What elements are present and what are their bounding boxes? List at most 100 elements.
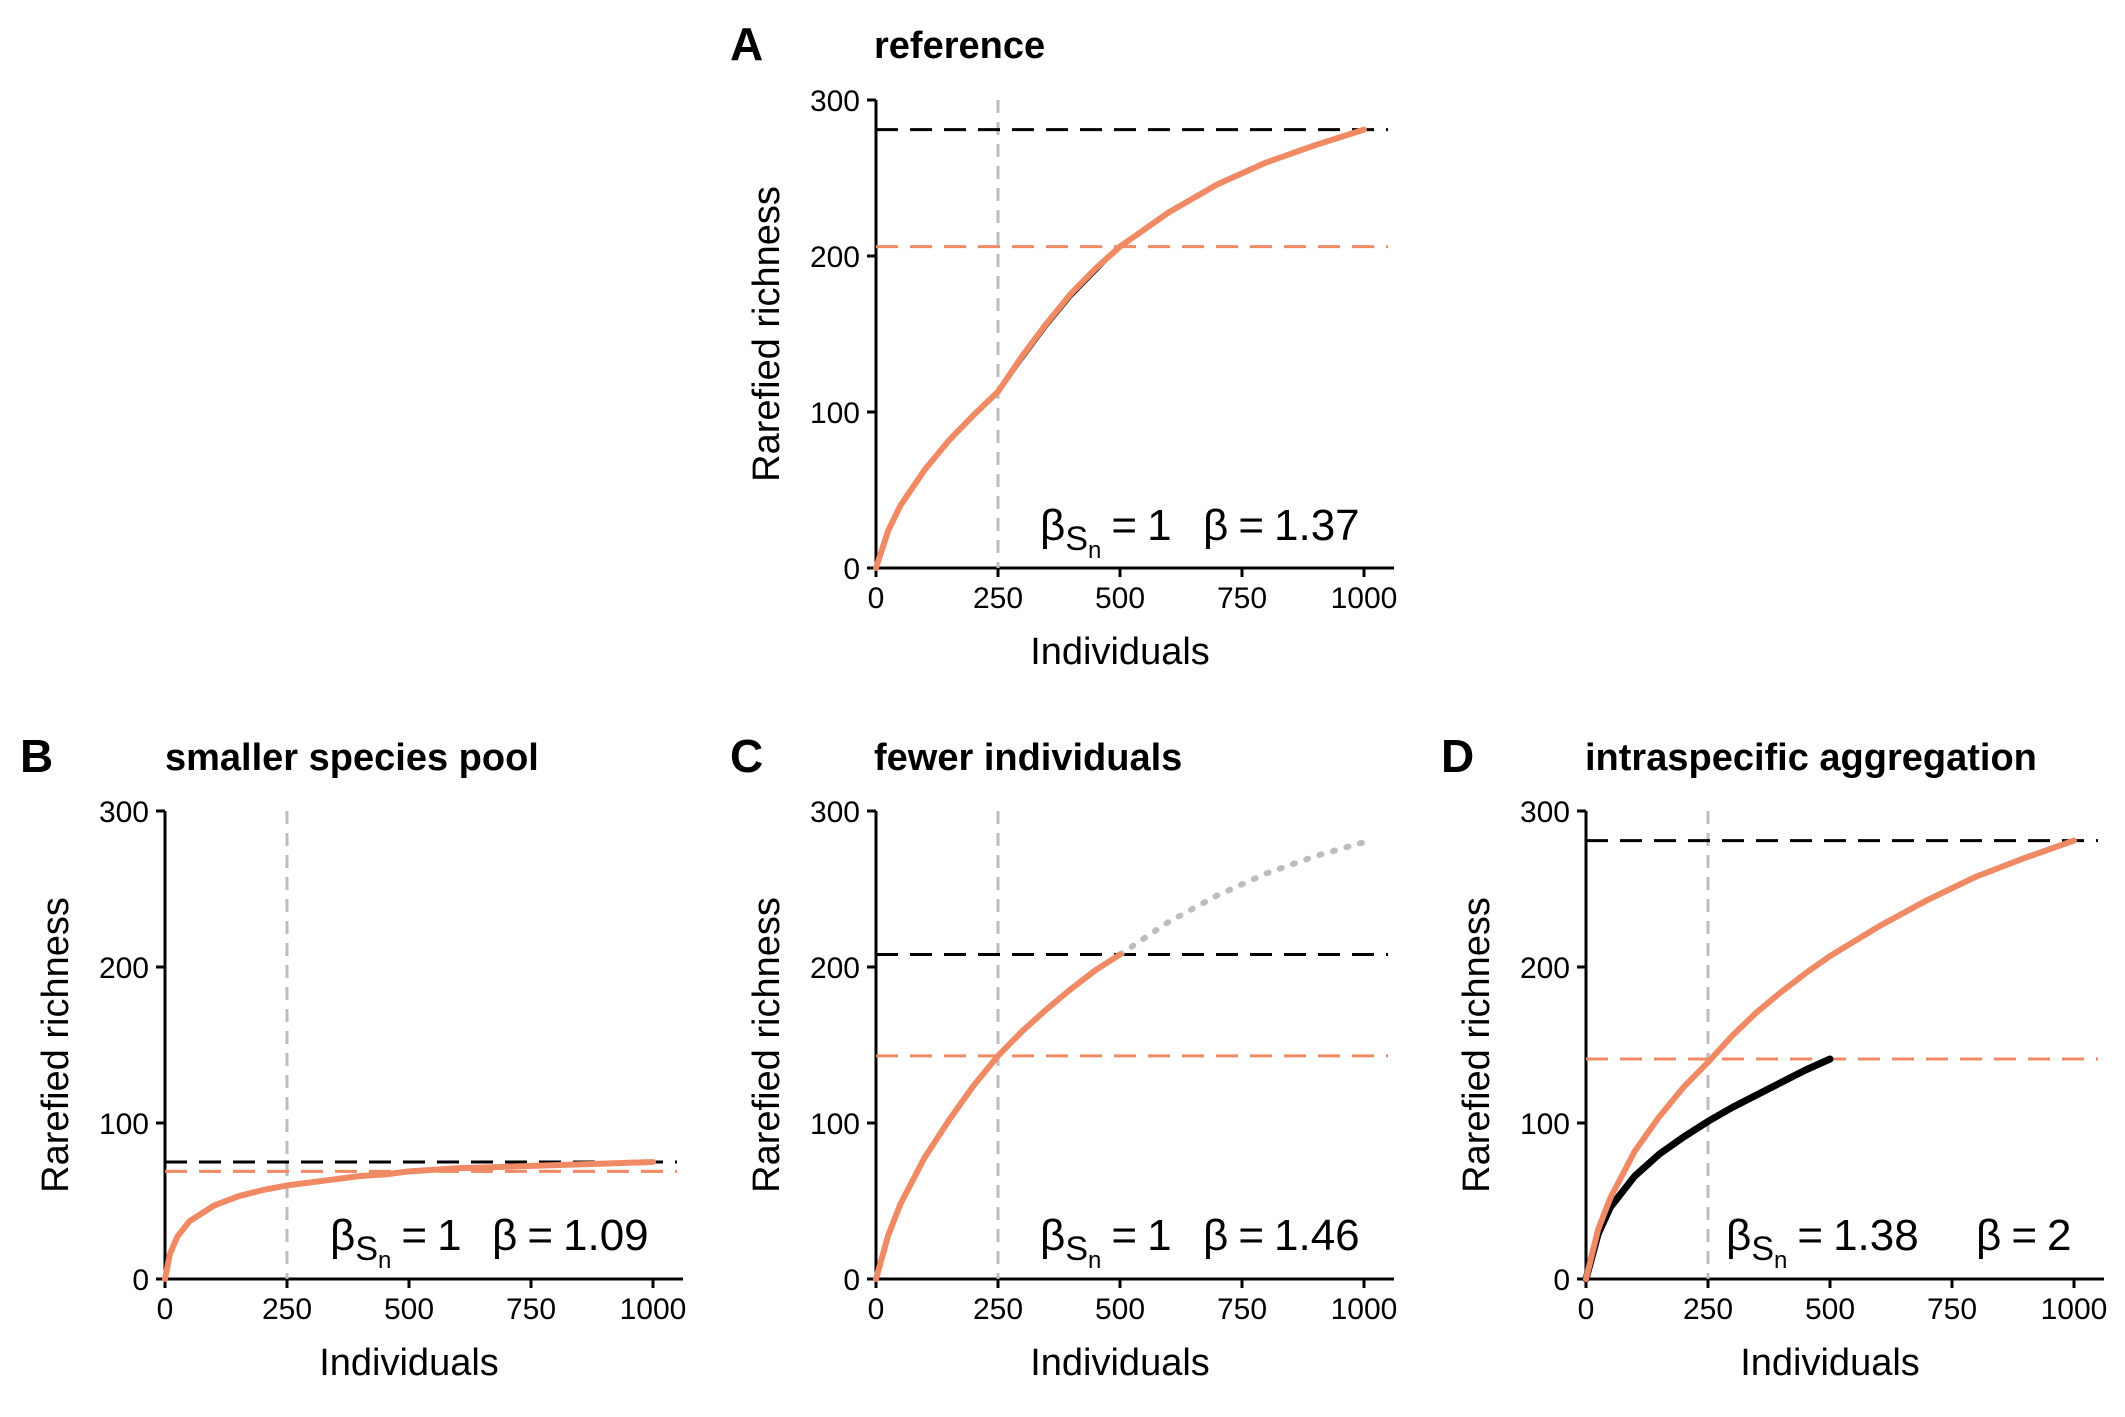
panel-title: intraspecific aggregation bbox=[1585, 737, 2037, 779]
x-tick-label: 500 bbox=[1095, 582, 1145, 615]
y-tick-label: 100 bbox=[810, 397, 860, 430]
y-tick-label: 300 bbox=[810, 85, 860, 118]
panel-letter: A bbox=[730, 18, 763, 70]
beta-symbol: β bbox=[1976, 1211, 2001, 1260]
beta-subsubscript: n bbox=[1088, 537, 1101, 564]
equals-sign: = bbox=[401, 1211, 427, 1260]
x-tick-label: 750 bbox=[1217, 582, 1267, 615]
y-tick-label: 200 bbox=[1520, 952, 1570, 985]
beta-sn-value: 1 bbox=[437, 1211, 461, 1260]
beta-subscript: S bbox=[1751, 1230, 1774, 1268]
beta-symbol: β bbox=[492, 1211, 517, 1260]
beta-value: 2 bbox=[2047, 1211, 2071, 1260]
beta-symbol: β bbox=[1203, 1211, 1228, 1260]
panel-letter: B bbox=[20, 730, 53, 782]
y-axis-label: Rarefied richness bbox=[746, 186, 788, 482]
y-tick-label: 100 bbox=[1520, 1108, 1570, 1141]
x-tick-label: 0 bbox=[1578, 1293, 1595, 1326]
beta-subscript: S bbox=[1065, 520, 1088, 558]
equals-sign: = bbox=[1111, 1211, 1137, 1260]
x-tick-label: 750 bbox=[506, 1293, 556, 1326]
y-axis-label: Rarefied richness bbox=[1456, 897, 1498, 1193]
beta-symbol: β bbox=[330, 1211, 355, 1260]
x-tick-label: 250 bbox=[973, 582, 1023, 615]
equals-sign: = bbox=[527, 1211, 553, 1260]
equals-sign: = bbox=[2011, 1211, 2037, 1260]
panel-title: fewer individuals bbox=[874, 737, 1182, 779]
y-tick-label: 200 bbox=[810, 241, 860, 274]
x-tick-label: 0 bbox=[868, 1293, 885, 1326]
beta-sn-annotation: βSn = 1 bbox=[1040, 1211, 1172, 1274]
beta-annotation: β = 1.46 bbox=[1203, 1211, 1360, 1260]
panel-letter: C bbox=[730, 730, 763, 782]
equals-sign: = bbox=[1238, 501, 1264, 550]
x-tick-label: 1000 bbox=[1331, 582, 1398, 615]
x-tick-label: 250 bbox=[262, 1293, 312, 1326]
y-tick-label: 300 bbox=[810, 796, 860, 829]
panel-title: reference bbox=[874, 25, 1045, 67]
beta-symbol: β bbox=[1040, 1211, 1065, 1260]
beta-value: 1.46 bbox=[1274, 1211, 1360, 1260]
x-tick-label: 500 bbox=[384, 1293, 434, 1326]
y-tick-label: 0 bbox=[1553, 1264, 1570, 1297]
equals-sign: = bbox=[1111, 501, 1137, 550]
y-axis-label: Rarefied richness bbox=[746, 897, 788, 1193]
beta-sn-annotation: βSn = 1 bbox=[330, 1211, 462, 1274]
pooled-curve bbox=[1583, 837, 2077, 1282]
x-axis-label: Individuals bbox=[319, 1342, 499, 1384]
x-axis-label: Individuals bbox=[1030, 1342, 1210, 1384]
panel-letter: D bbox=[1441, 730, 1474, 782]
beta-sn-value: 1 bbox=[1147, 1211, 1171, 1260]
beta-subsubscript: n bbox=[378, 1247, 391, 1274]
x-tick-label: 0 bbox=[868, 582, 885, 615]
x-tick-label: 250 bbox=[973, 1293, 1023, 1326]
beta-sn-value: 1.38 bbox=[1833, 1211, 1919, 1260]
pooled-curve bbox=[162, 1159, 656, 1282]
x-tick-label: 250 bbox=[1683, 1293, 1733, 1326]
panel-title: smaller species pool bbox=[165, 737, 539, 779]
beta-value: 1.37 bbox=[1274, 501, 1360, 550]
sample-curve bbox=[1582, 1055, 1834, 1283]
x-tick-label: 1000 bbox=[2041, 1293, 2108, 1326]
beta-annotation: β = 1.37 bbox=[1203, 501, 1360, 550]
equals-sign: = bbox=[1797, 1211, 1823, 1260]
y-tick-label: 0 bbox=[132, 1264, 149, 1297]
beta-symbol: β bbox=[1040, 501, 1065, 550]
beta-sn-annotation: βSn = 1.38 bbox=[1726, 1211, 1919, 1274]
y-tick-label: 200 bbox=[99, 952, 149, 985]
extrapolated-curve bbox=[1117, 839, 1367, 958]
y-tick-label: 100 bbox=[99, 1108, 149, 1141]
sample-curve bbox=[874, 1054, 1000, 1281]
beta-subsubscript: n bbox=[1774, 1247, 1787, 1274]
beta-subscript: S bbox=[1065, 1230, 1088, 1268]
pooled-curve bbox=[873, 951, 1123, 1282]
y-tick-label: 0 bbox=[843, 1264, 860, 1297]
equals-sign: = bbox=[1238, 1211, 1264, 1260]
y-axis-label: Rarefied richness bbox=[35, 897, 77, 1193]
x-tick-label: 500 bbox=[1805, 1293, 1855, 1326]
y-tick-label: 300 bbox=[99, 796, 149, 829]
x-tick-label: 0 bbox=[157, 1293, 174, 1326]
beta-sn-value: 1 bbox=[1147, 501, 1171, 550]
y-tick-label: 0 bbox=[843, 553, 860, 586]
x-tick-label: 750 bbox=[1217, 1293, 1267, 1326]
beta-value: 1.09 bbox=[563, 1211, 649, 1260]
x-tick-label: 1000 bbox=[620, 1293, 687, 1326]
x-tick-label: 1000 bbox=[1331, 1293, 1398, 1326]
beta-symbol: β bbox=[1203, 501, 1228, 550]
x-axis-label: Individuals bbox=[1740, 1342, 1920, 1384]
y-tick-label: 100 bbox=[810, 1108, 860, 1141]
pooled-curve bbox=[873, 126, 1367, 571]
y-tick-label: 300 bbox=[1520, 796, 1570, 829]
x-tick-label: 750 bbox=[1927, 1293, 1977, 1326]
beta-annotation: β = 2 bbox=[1976, 1211, 2072, 1260]
beta-symbol: β bbox=[1726, 1211, 1751, 1260]
beta-sn-annotation: βSn = 1 bbox=[1040, 501, 1172, 564]
beta-annotation: β = 1.09 bbox=[492, 1211, 649, 1260]
x-axis-label: Individuals bbox=[1030, 631, 1210, 673]
